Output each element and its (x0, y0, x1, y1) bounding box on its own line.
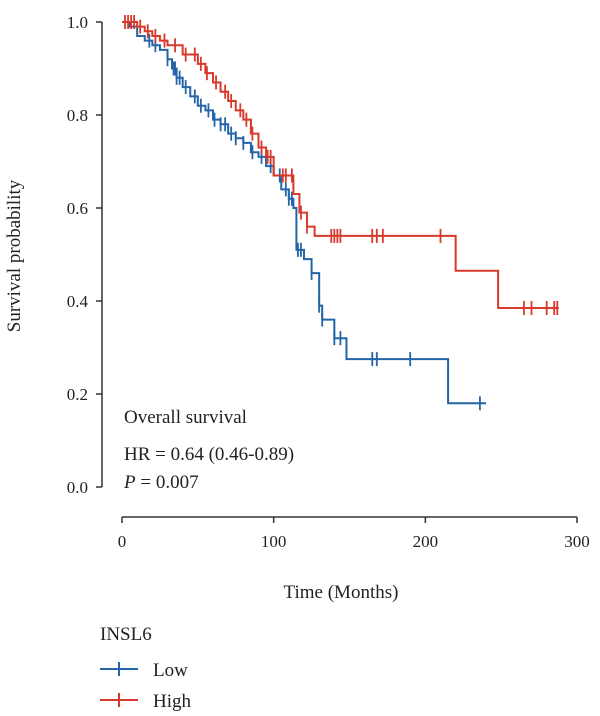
y-tick-label: 0.4 (67, 292, 89, 311)
annotation-title: Overall survival (124, 407, 247, 428)
y-tick-label: 1.0 (67, 13, 88, 32)
annotation: Overall survival HR = 0.64 (0.46-0.89) P… (123, 407, 294, 493)
annotation-hr: HR = 0.64 (0.46-0.89) (124, 444, 294, 465)
y-tick-label: 0.8 (67, 106, 88, 125)
y-tick-label: 0.6 (67, 199, 88, 218)
x-axis-label: Time (Months) (284, 582, 399, 603)
legend-label-high: High (153, 691, 192, 712)
annotation-p-rest: = 0.007 (136, 472, 199, 493)
legend-entry-high: High (100, 691, 192, 712)
legend-entry-low: Low (100, 660, 188, 681)
x-tick-label: 0 (118, 532, 127, 551)
curve-low (122, 21, 486, 405)
legend-title: INSL6 (100, 624, 152, 645)
legend: INSL6 Low High (100, 624, 192, 712)
y-axis-label: Survival probability (4, 179, 25, 332)
x-tick-label: 200 (413, 532, 439, 551)
x-tick-label: 300 (564, 532, 590, 551)
legend-label-low: Low (153, 660, 188, 681)
y-tick-label: 0.2 (67, 385, 88, 404)
annotation-pvalue: P = 0.007 (123, 472, 199, 493)
x-tick-label: 100 (261, 532, 287, 551)
axes: 0.0 0.2 0.4 0.6 0.8 1.0 0 100 200 300 (67, 13, 590, 551)
annotation-p-var: P (123, 472, 136, 493)
curve-high (122, 21, 559, 309)
survival-curves (122, 15, 559, 411)
y-tick-label: 0.0 (67, 478, 88, 497)
